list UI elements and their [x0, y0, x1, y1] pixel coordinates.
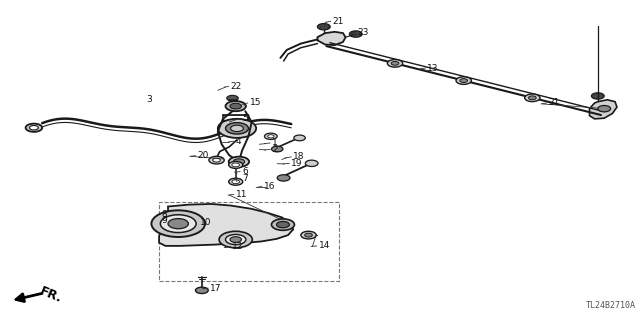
Circle shape [161, 215, 196, 233]
Text: 18: 18 [293, 152, 305, 161]
Circle shape [268, 135, 274, 138]
Circle shape [271, 146, 283, 152]
Text: 14: 14 [319, 241, 330, 250]
Polygon shape [589, 100, 617, 119]
Text: 20: 20 [197, 151, 209, 160]
Text: 13: 13 [428, 63, 439, 72]
Text: 17: 17 [210, 284, 221, 293]
Text: 9: 9 [162, 216, 168, 225]
Circle shape [152, 210, 205, 237]
Circle shape [218, 119, 256, 138]
Text: 8: 8 [162, 210, 168, 219]
Circle shape [387, 60, 403, 67]
Text: 11: 11 [236, 190, 247, 199]
Circle shape [305, 233, 312, 237]
Circle shape [225, 123, 248, 134]
Text: 2: 2 [272, 145, 278, 154]
Circle shape [209, 156, 224, 164]
Circle shape [168, 219, 188, 229]
Text: 21: 21 [333, 17, 344, 26]
Circle shape [391, 62, 399, 65]
Circle shape [525, 94, 540, 102]
Circle shape [230, 125, 243, 131]
Circle shape [228, 161, 243, 168]
Circle shape [227, 95, 238, 101]
Circle shape [271, 219, 294, 230]
Text: 4: 4 [236, 137, 241, 145]
Circle shape [598, 106, 611, 112]
Text: 7: 7 [242, 174, 248, 183]
Circle shape [233, 159, 244, 165]
Polygon shape [159, 204, 293, 246]
Circle shape [212, 158, 220, 162]
Circle shape [456, 77, 471, 85]
Text: TL24B2710A: TL24B2710A [586, 301, 636, 310]
Circle shape [29, 125, 38, 130]
Circle shape [232, 163, 239, 167]
Text: 6: 6 [242, 167, 248, 176]
Circle shape [529, 96, 536, 100]
Circle shape [276, 221, 289, 228]
Circle shape [219, 231, 252, 248]
Text: 22: 22 [230, 82, 242, 91]
Text: 19: 19 [291, 159, 303, 168]
Text: 16: 16 [264, 182, 275, 191]
Text: 3: 3 [147, 95, 152, 104]
Circle shape [225, 234, 246, 245]
Text: 23: 23 [357, 28, 369, 37]
Circle shape [228, 178, 243, 185]
Circle shape [301, 231, 316, 239]
Circle shape [230, 237, 241, 242]
Polygon shape [317, 32, 346, 45]
Circle shape [294, 135, 305, 141]
Bar [159, 202, 339, 281]
Circle shape [26, 123, 42, 132]
Circle shape [225, 101, 246, 111]
Circle shape [232, 180, 239, 184]
Circle shape [195, 287, 208, 293]
Circle shape [277, 175, 290, 181]
Text: 5: 5 [242, 114, 248, 123]
Text: 10: 10 [200, 218, 211, 227]
Circle shape [264, 133, 277, 139]
Circle shape [591, 93, 604, 99]
Circle shape [230, 103, 241, 109]
Text: FR.: FR. [38, 285, 64, 306]
Circle shape [460, 79, 467, 83]
Text: 21: 21 [548, 99, 560, 108]
Text: 1: 1 [272, 138, 278, 147]
Circle shape [305, 160, 318, 167]
Text: 12: 12 [232, 242, 243, 251]
Circle shape [349, 31, 362, 37]
Circle shape [228, 157, 249, 167]
Circle shape [317, 24, 330, 30]
Text: 15: 15 [250, 99, 261, 108]
